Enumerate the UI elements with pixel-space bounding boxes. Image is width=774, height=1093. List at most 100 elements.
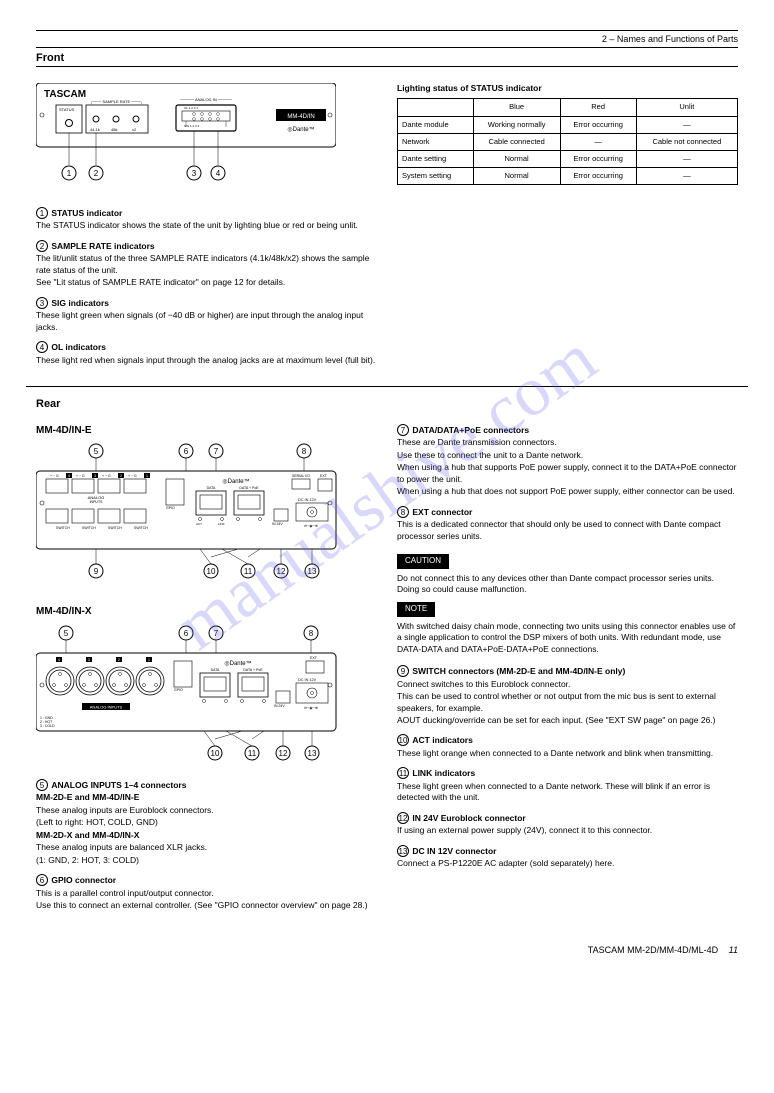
r1c2: Working normally — [473, 116, 560, 133]
item-9: 9 SWITCH connectors (MM-2D-E and MM-4D/I… — [397, 665, 738, 726]
item-3-title: SIG indicators — [51, 298, 109, 308]
r4c2: Normal — [473, 167, 560, 184]
rear-panel-x-figure: 5 6 7 8 4 — [36, 625, 356, 775]
item-5-title: ANALOG INPUTS 1–4 connectors — [51, 780, 186, 790]
r2c3: — — [560, 133, 636, 150]
svg-text:48k: 48k — [111, 127, 117, 132]
svg-text:11: 11 — [244, 567, 253, 576]
svg-text:3: 3 — [88, 658, 90, 662]
svg-text:⊖─◉─⊕: ⊖─◉─⊕ — [304, 706, 318, 710]
svg-text:SWITCH: SWITCH — [108, 526, 122, 530]
svg-text:───── ANALOG IN ─────: ───── ANALOG IN ───── — [179, 97, 232, 102]
svg-text:12: 12 — [277, 567, 286, 576]
item-4-title: OL indicators — [51, 342, 106, 352]
status-table: Blue Red Unlit Dante module Working norm… — [397, 98, 738, 185]
callout-1: 1 — [36, 207, 48, 219]
svg-text:DATA: DATA — [207, 486, 216, 490]
callout-2: 2 — [36, 240, 48, 252]
item-5: 5 ANALOG INPUTS 1–4 connectors MM-2D-E a… — [36, 779, 377, 866]
svg-text:EXT: EXT — [310, 656, 318, 660]
callout-6: 6 — [36, 874, 48, 886]
note-body: With switched daisy chain mode, connecti… — [397, 621, 738, 655]
item-5-x-body1: These analog inputs are balanced XLR jac… — [36, 842, 377, 853]
caution-body: Do not connect this to any devices other… — [397, 573, 738, 596]
r3c2: Normal — [473, 150, 560, 167]
svg-text:2: 2 — [118, 658, 120, 662]
r3c4: — — [636, 150, 737, 167]
item-5-e-body2: (Left to right: HOT, COLD, GND) — [36, 817, 377, 828]
item-9-body3: AOUT ducking/override can be set for eac… — [397, 715, 738, 726]
r3c3: Error occurring — [560, 150, 636, 167]
callout-10: 10 — [397, 734, 409, 746]
svg-text:11: 11 — [248, 749, 257, 758]
item-6-body1: This is a parallel control input/output … — [36, 888, 377, 899]
svg-text:10: 10 — [211, 749, 220, 758]
svg-text:4: 4 — [216, 169, 221, 178]
r4c1: System setting — [398, 167, 474, 184]
item-12: 12 IN 24V Euroblock connector If using a… — [397, 812, 738, 837]
page-header: 2 – Names and Functions of Parts — [36, 30, 738, 48]
item-1-body: The STATUS indicator shows the state of … — [36, 220, 377, 231]
item-7-body4: When using a hub that does not support P… — [397, 486, 738, 497]
callout-7: 7 — [397, 424, 409, 436]
item-2-body1: The lit/unlit status of the three SAMPLE… — [36, 253, 377, 276]
svg-text:DC IN 12V: DC IN 12V — [298, 678, 317, 682]
model-e-heading: MM-4D/IN-E — [36, 424, 377, 438]
r4c3: Error occurring — [560, 167, 636, 184]
item-7-body3: When using a hub that supports PoE power… — [397, 462, 738, 485]
item-5-x-label: MM-2D-X and MM-4D/IN-X — [36, 830, 139, 840]
svg-text:◎Dante™: ◎Dante™ — [287, 126, 314, 133]
svg-text:10: 10 — [207, 567, 216, 576]
model-x-heading: MM-4D/IN-X — [36, 605, 377, 619]
svg-text:7: 7 — [214, 447, 219, 456]
th-blank — [398, 99, 474, 116]
item-8-body: This is a dedicated connector that shoul… — [397, 519, 738, 542]
item-2-body2: See "Lit status of SAMPLE RATE indicator… — [36, 277, 377, 288]
svg-text:EXT: EXT — [320, 474, 328, 478]
svg-text:DATA + PoE: DATA + PoE — [243, 668, 263, 672]
item-1: 1 STATUS indicator The STATUS indicator … — [36, 207, 377, 232]
svg-text:8: 8 — [309, 629, 314, 638]
svg-text:┌─── SAMPLE RATE ───┐: ┌─── SAMPLE RATE ───┐ — [90, 99, 143, 105]
item-9-body2: This can be used to control whether or n… — [397, 691, 738, 714]
callout-13: 13 — [397, 845, 409, 857]
svg-text:5: 5 — [64, 629, 69, 638]
svg-text:◎Dante™: ◎Dante™ — [224, 660, 251, 667]
th-red: Red — [560, 99, 636, 116]
item-9-title: SWITCH connectors (MM-2D-E and MM-4D/IN-… — [412, 666, 625, 676]
item-6-body2: Use this to connect an external controll… — [36, 900, 377, 911]
item-2: 2 SAMPLE RATE indicators The lit/unlit s… — [36, 240, 377, 289]
item-13: 13 DC IN 12V connector Connect a PS-P122… — [397, 845, 738, 870]
svg-text:4: 4 — [58, 658, 60, 662]
item-8: 8 EXT connector This is a dedicated conn… — [397, 506, 738, 542]
svg-text:3: 3 — [94, 474, 96, 478]
svg-text:2: 2 — [120, 474, 122, 478]
rear-heading: Rear — [36, 397, 738, 412]
callout-9: 9 — [397, 665, 409, 677]
item-13-title: DC IN 12V connector — [412, 846, 496, 856]
item-2-title: SAMPLE RATE indicators — [51, 241, 154, 251]
callout-3: 3 — [36, 297, 48, 309]
svg-text:ANALOG INPUTS: ANALOG INPUTS — [90, 704, 123, 709]
note-label: NOTE — [397, 602, 435, 617]
item-7: 7 DATA/DATA+PoE connectors These are Dan… — [397, 424, 738, 498]
item-3: 3 SIG indicators These light green when … — [36, 297, 377, 333]
svg-text:SWITCH: SWITCH — [82, 526, 96, 530]
item-8-title: EXT connector — [412, 507, 472, 517]
front-heading: Front — [36, 51, 64, 66]
callout-12: 12 — [397, 812, 409, 824]
svg-text:GPIO: GPIO — [166, 506, 175, 510]
item-7-body2: Use these to connect the unit to a Dante… — [397, 450, 738, 461]
callout-4: 4 — [36, 341, 48, 353]
svg-text:8: 8 — [302, 447, 307, 456]
r1c4: — — [636, 116, 737, 133]
svg-text:13: 13 — [308, 567, 317, 576]
svg-text:GPIO: GPIO — [174, 688, 183, 692]
svg-text:IN 24V: IN 24V — [272, 522, 283, 526]
svg-text:DATA + PoE: DATA + PoE — [239, 486, 259, 490]
item-12-body: If using an external power supply (24V),… — [397, 825, 738, 836]
r1c1: Dante module — [398, 116, 474, 133]
svg-text:DC IN 12V: DC IN 12V — [298, 498, 317, 502]
rear-panel-e-figure: 5 6 7 8 ANALOG INPUTS SWITCH — [36, 443, 356, 593]
footer-page: 11 — [729, 945, 738, 955]
